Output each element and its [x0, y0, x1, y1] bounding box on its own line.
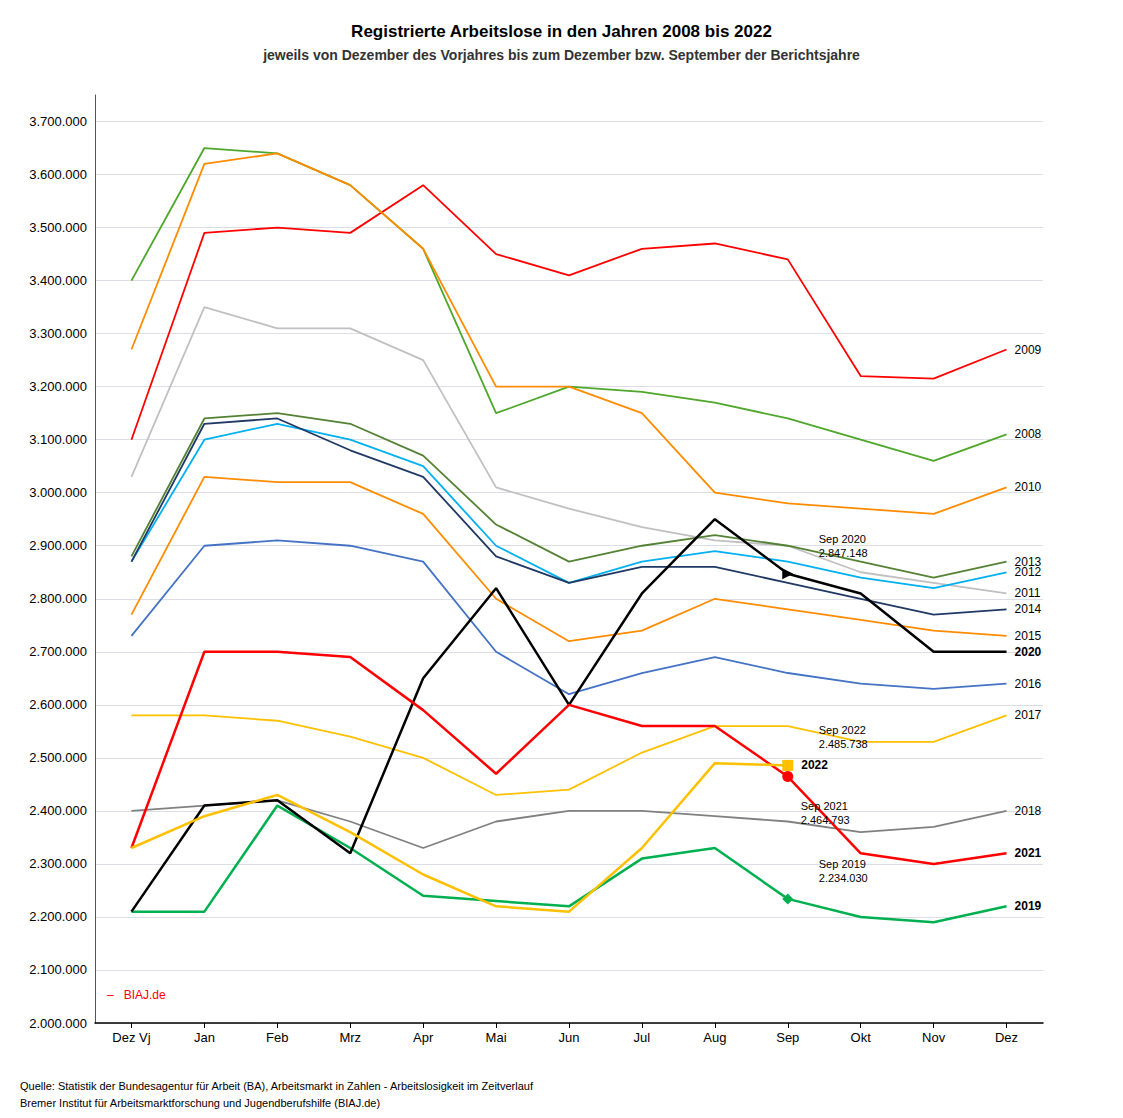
svg-text:Mai: Mai: [486, 1030, 507, 1045]
svg-text:2.700.000: 2.700.000: [29, 644, 87, 659]
svg-text:3.200.000: 3.200.000: [29, 379, 87, 394]
svg-text:2022: 2022: [801, 758, 828, 772]
svg-text:2.900.000: 2.900.000: [29, 538, 87, 553]
svg-text:2013: 2013: [1015, 555, 1042, 569]
svg-text:Jan: Jan: [194, 1030, 215, 1045]
svg-text:Sep 2019: Sep 2019: [819, 858, 866, 870]
svg-text:2010: 2010: [1015, 480, 1042, 494]
svg-text:2.200.000: 2.200.000: [29, 909, 87, 924]
svg-text:Bremer Institut für Arbeitsmar: Bremer Institut für Arbeitsmarktforschun…: [20, 1097, 380, 1109]
svg-text:Sep 2020: Sep 2020: [819, 533, 866, 545]
svg-text:2019: 2019: [1015, 899, 1042, 913]
svg-text:2020: 2020: [1015, 645, 1042, 659]
svg-text:3.500.000: 3.500.000: [29, 220, 87, 235]
svg-text:2009: 2009: [1015, 343, 1042, 357]
svg-text:Nov: Nov: [922, 1030, 946, 1045]
svg-text:2.000.000: 2.000.000: [29, 1016, 87, 1031]
svg-text:2.485.738: 2.485.738: [819, 738, 868, 750]
svg-text:Dez: Dez: [995, 1030, 1018, 1045]
svg-text:3.100.000: 3.100.000: [29, 432, 87, 447]
svg-text:Dez Vj: Dez Vj: [112, 1030, 150, 1045]
svg-text:Sep: Sep: [776, 1030, 799, 1045]
svg-text:Jun: Jun: [559, 1030, 580, 1045]
svg-text:Feb: Feb: [266, 1030, 288, 1045]
svg-text:2.234.030: 2.234.030: [819, 872, 868, 884]
svg-text:3.600.000: 3.600.000: [29, 167, 87, 182]
svg-text:Quelle: Statistik der Bundesag: Quelle: Statistik der Bundesagentur für …: [20, 1080, 534, 1092]
svg-text:3.000.000: 3.000.000: [29, 485, 87, 500]
svg-text:Sep 2021: Sep 2021: [801, 800, 848, 812]
svg-text:2.464.793: 2.464.793: [801, 814, 850, 826]
svg-text:Jul: Jul: [634, 1030, 651, 1045]
svg-text:2014: 2014: [1015, 602, 1042, 616]
svg-text:2.300.000: 2.300.000: [29, 856, 87, 871]
svg-text:Registrierte Arbeitslose in de: Registrierte Arbeitslose in den Jahren 2…: [351, 22, 772, 41]
svg-text:2021: 2021: [1015, 846, 1042, 860]
svg-text:Aug: Aug: [703, 1030, 726, 1045]
svg-text:2012: 2012: [1014, 565, 1042, 580]
svg-text:2016: 2016: [1015, 677, 1042, 691]
svg-text:2.400.000: 2.400.000: [29, 803, 87, 818]
svg-text:Okt: Okt: [851, 1030, 872, 1045]
svg-text:– BIAJ.de: – BIAJ.de: [107, 988, 166, 1002]
svg-text:2011: 2011: [1015, 586, 1041, 600]
svg-text:2.800.000: 2.800.000: [29, 591, 87, 606]
svg-text:3.300.000: 3.300.000: [29, 326, 87, 341]
svg-text:Apr: Apr: [413, 1030, 434, 1045]
svg-text:2.500.000: 2.500.000: [29, 750, 87, 765]
svg-text:jeweils von Dezember des Vorja: jeweils von Dezember des Vorjahres bis z…: [262, 47, 860, 63]
svg-text:2015: 2015: [1015, 629, 1042, 643]
svg-text:Mrz: Mrz: [339, 1030, 361, 1045]
svg-text:2008: 2008: [1015, 427, 1042, 441]
svg-text:2.847.148: 2.847.148: [819, 547, 868, 559]
svg-text:3.400.000: 3.400.000: [29, 273, 87, 288]
svg-text:Sep 2022: Sep 2022: [819, 724, 866, 736]
svg-text:2018: 2018: [1015, 804, 1042, 818]
svg-text:2.600.000: 2.600.000: [29, 697, 87, 712]
svg-text:2017: 2017: [1015, 708, 1042, 722]
svg-text:2.100.000: 2.100.000: [29, 962, 87, 977]
svg-text:3.700.000: 3.700.000: [29, 114, 87, 129]
